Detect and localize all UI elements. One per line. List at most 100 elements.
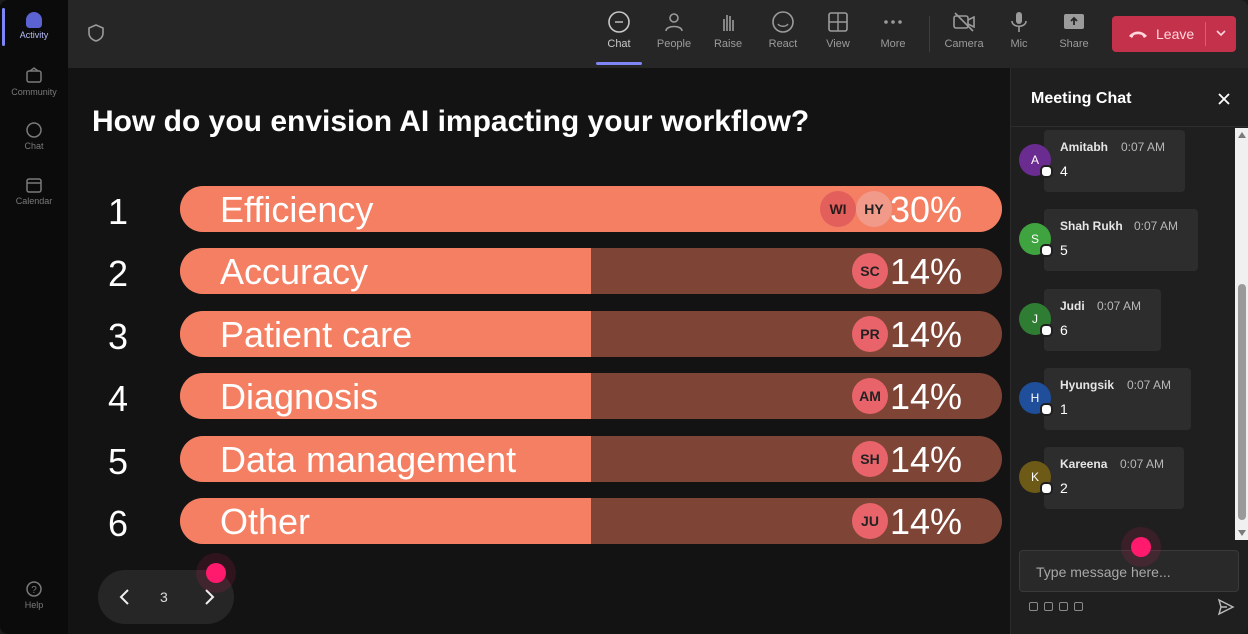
toolbar-label: Camera	[944, 38, 984, 50]
toolbar-label: Chat	[607, 38, 631, 50]
toolbar-label: React	[768, 38, 798, 50]
message-text: 1	[1060, 400, 1068, 417]
chevron-left-icon[interactable]	[114, 586, 136, 608]
option-result-bar: Data management SH 14%	[180, 435, 1002, 482]
presence-dot	[1040, 323, 1053, 337]
chat-message[interactable]: Shah Rukh 0:07 AM 5 S	[1019, 209, 1219, 272]
format-icon[interactable]	[1029, 602, 1038, 611]
presence-dot	[1040, 482, 1053, 496]
rail-item-calendar[interactable]: Calendar	[0, 176, 68, 206]
toolbar-label: Raise	[713, 38, 743, 50]
chat-message[interactable]: Hyungsik 0:07 AM 1 H	[1019, 367, 1219, 430]
close-icon[interactable]	[1217, 92, 1231, 106]
voter-avatar: WI	[820, 191, 856, 227]
poll-option-row: 6 Other JU 14%	[92, 498, 1002, 546]
toolbar-mic-button[interactable]: Mic	[992, 10, 1046, 50]
gif-icon[interactable]	[1074, 602, 1083, 611]
avatar-initial: S	[1030, 232, 1039, 247]
chevron-down-icon[interactable]	[1215, 27, 1227, 39]
rail-item-label: Chat	[24, 141, 44, 151]
toolbar-camera-button[interactable]: Camera	[937, 10, 991, 50]
rail-item-help[interactable]: ? Help	[0, 580, 68, 610]
option-result-fill	[180, 248, 591, 295]
option-percent: 14%	[889, 501, 962, 542]
option-label: Other	[220, 501, 311, 542]
option-percent: 14%	[889, 438, 962, 480]
message-bubble: Kareena 0:07 AM 2	[1044, 447, 1184, 510]
left-rail: Activity Community Chat Calendar ? Help	[0, 0, 69, 634]
toolbar-react-button[interactable]: React	[756, 10, 810, 50]
sender-name: Judi	[1060, 298, 1085, 313]
avatar: J	[1019, 302, 1053, 337]
sender-name: Amitabh	[1060, 140, 1108, 154]
chat-message[interactable]: Judi 0:07 AM 6 J	[1019, 288, 1219, 351]
option-label: Efficiency	[220, 189, 374, 230]
bell-icon	[26, 12, 42, 28]
option-number: 6	[108, 503, 129, 544]
shield-icon	[88, 24, 104, 42]
message-time: 0:07 AM	[1120, 457, 1165, 472]
chevron-right-icon[interactable]	[198, 586, 220, 608]
voter-avatar: HY	[856, 191, 892, 227]
chat-scrollbar[interactable]	[1235, 128, 1248, 540]
message-time: 0:07 AM	[1127, 377, 1172, 392]
toolbar-people-button[interactable]: People	[647, 10, 701, 50]
chat-icon	[26, 122, 42, 138]
more-icon	[884, 20, 902, 24]
react-icon	[772, 11, 794, 33]
option-number: 5	[108, 440, 129, 482]
option-number: 4	[108, 378, 129, 420]
message-bubble: Amitabh 0:07 AM 4	[1044, 130, 1185, 192]
emoji-icon[interactable]	[1059, 602, 1068, 611]
message-compose-box[interactable]	[1019, 550, 1239, 593]
send-icon[interactable]	[1217, 598, 1235, 616]
avatar-initial: J	[1032, 311, 1038, 326]
rail-item-activity[interactable]: Activity	[0, 12, 68, 40]
toolbar-view-button[interactable]: View	[811, 10, 865, 50]
toolbar-share-button[interactable]: Share	[1047, 10, 1101, 50]
leave-button[interactable]: Leave	[1112, 16, 1236, 52]
voter-avatar: SH	[852, 440, 888, 477]
option-result-fill	[180, 310, 591, 357]
option-number: 2	[108, 253, 129, 295]
option-label: Accuracy	[220, 251, 369, 293]
chat-message[interactable]: Amitabh 0:07 AM 4 A	[1019, 130, 1219, 192]
toolbar-chat-button[interactable]: Chat	[592, 10, 646, 50]
poll-option-row: 1 Efficiency WI HY 30%	[92, 186, 1002, 234]
rail-item-community[interactable]: Community	[0, 67, 68, 97]
option-result-bar: Patient care PR 14%	[180, 310, 1002, 357]
option-percent: 14%	[889, 376, 962, 418]
option-result-fill	[180, 373, 591, 420]
message-text: 2	[1060, 480, 1068, 497]
scroll-up-arrow[interactable]	[1238, 132, 1246, 138]
chat-icon	[608, 11, 630, 33]
option-percent: 30%	[889, 189, 962, 230]
option-result-fill	[180, 435, 591, 482]
help-icon: ?	[26, 581, 42, 597]
message-bubble: Shah Rukh 0:07 AM 5	[1044, 209, 1198, 272]
attach-icon[interactable]	[1044, 602, 1053, 611]
presence-dot	[1040, 244, 1053, 258]
option-label: Data management	[220, 438, 517, 480]
poll-option-row: 3 Patient care PR 14%	[92, 310, 1002, 359]
sender-name: Hyungsik	[1060, 377, 1115, 392]
rail-item-chat[interactable]: Chat	[0, 121, 68, 151]
sender-name: Shah Rukh	[1060, 219, 1123, 234]
message-bubble: Judi 0:07 AM 6	[1044, 288, 1161, 351]
view-icon	[828, 12, 848, 32]
hang-up-icon	[1129, 31, 1147, 38]
option-number: 3	[108, 315, 129, 357]
people-icon	[665, 13, 683, 32]
toolbar-raise-button[interactable]: Raise	[701, 10, 755, 50]
option-result-bar: Accuracy SC 14%	[180, 248, 1002, 295]
chat-message[interactable]: Kareena 0:07 AM 2 K	[1019, 447, 1219, 510]
message-input[interactable]	[1020, 551, 1238, 593]
sender-name: Kareena	[1060, 457, 1108, 472]
presence-dot	[1040, 165, 1053, 178]
scroll-down-arrow[interactable]	[1238, 530, 1246, 536]
toolbar-label: Mic	[1010, 38, 1028, 50]
avatar-initial: A	[1030, 153, 1039, 167]
toolbar-more-button[interactable]: More	[866, 10, 920, 50]
selected-tab-indicator	[596, 62, 642, 65]
scrollbar-thumb[interactable]	[1238, 284, 1246, 520]
